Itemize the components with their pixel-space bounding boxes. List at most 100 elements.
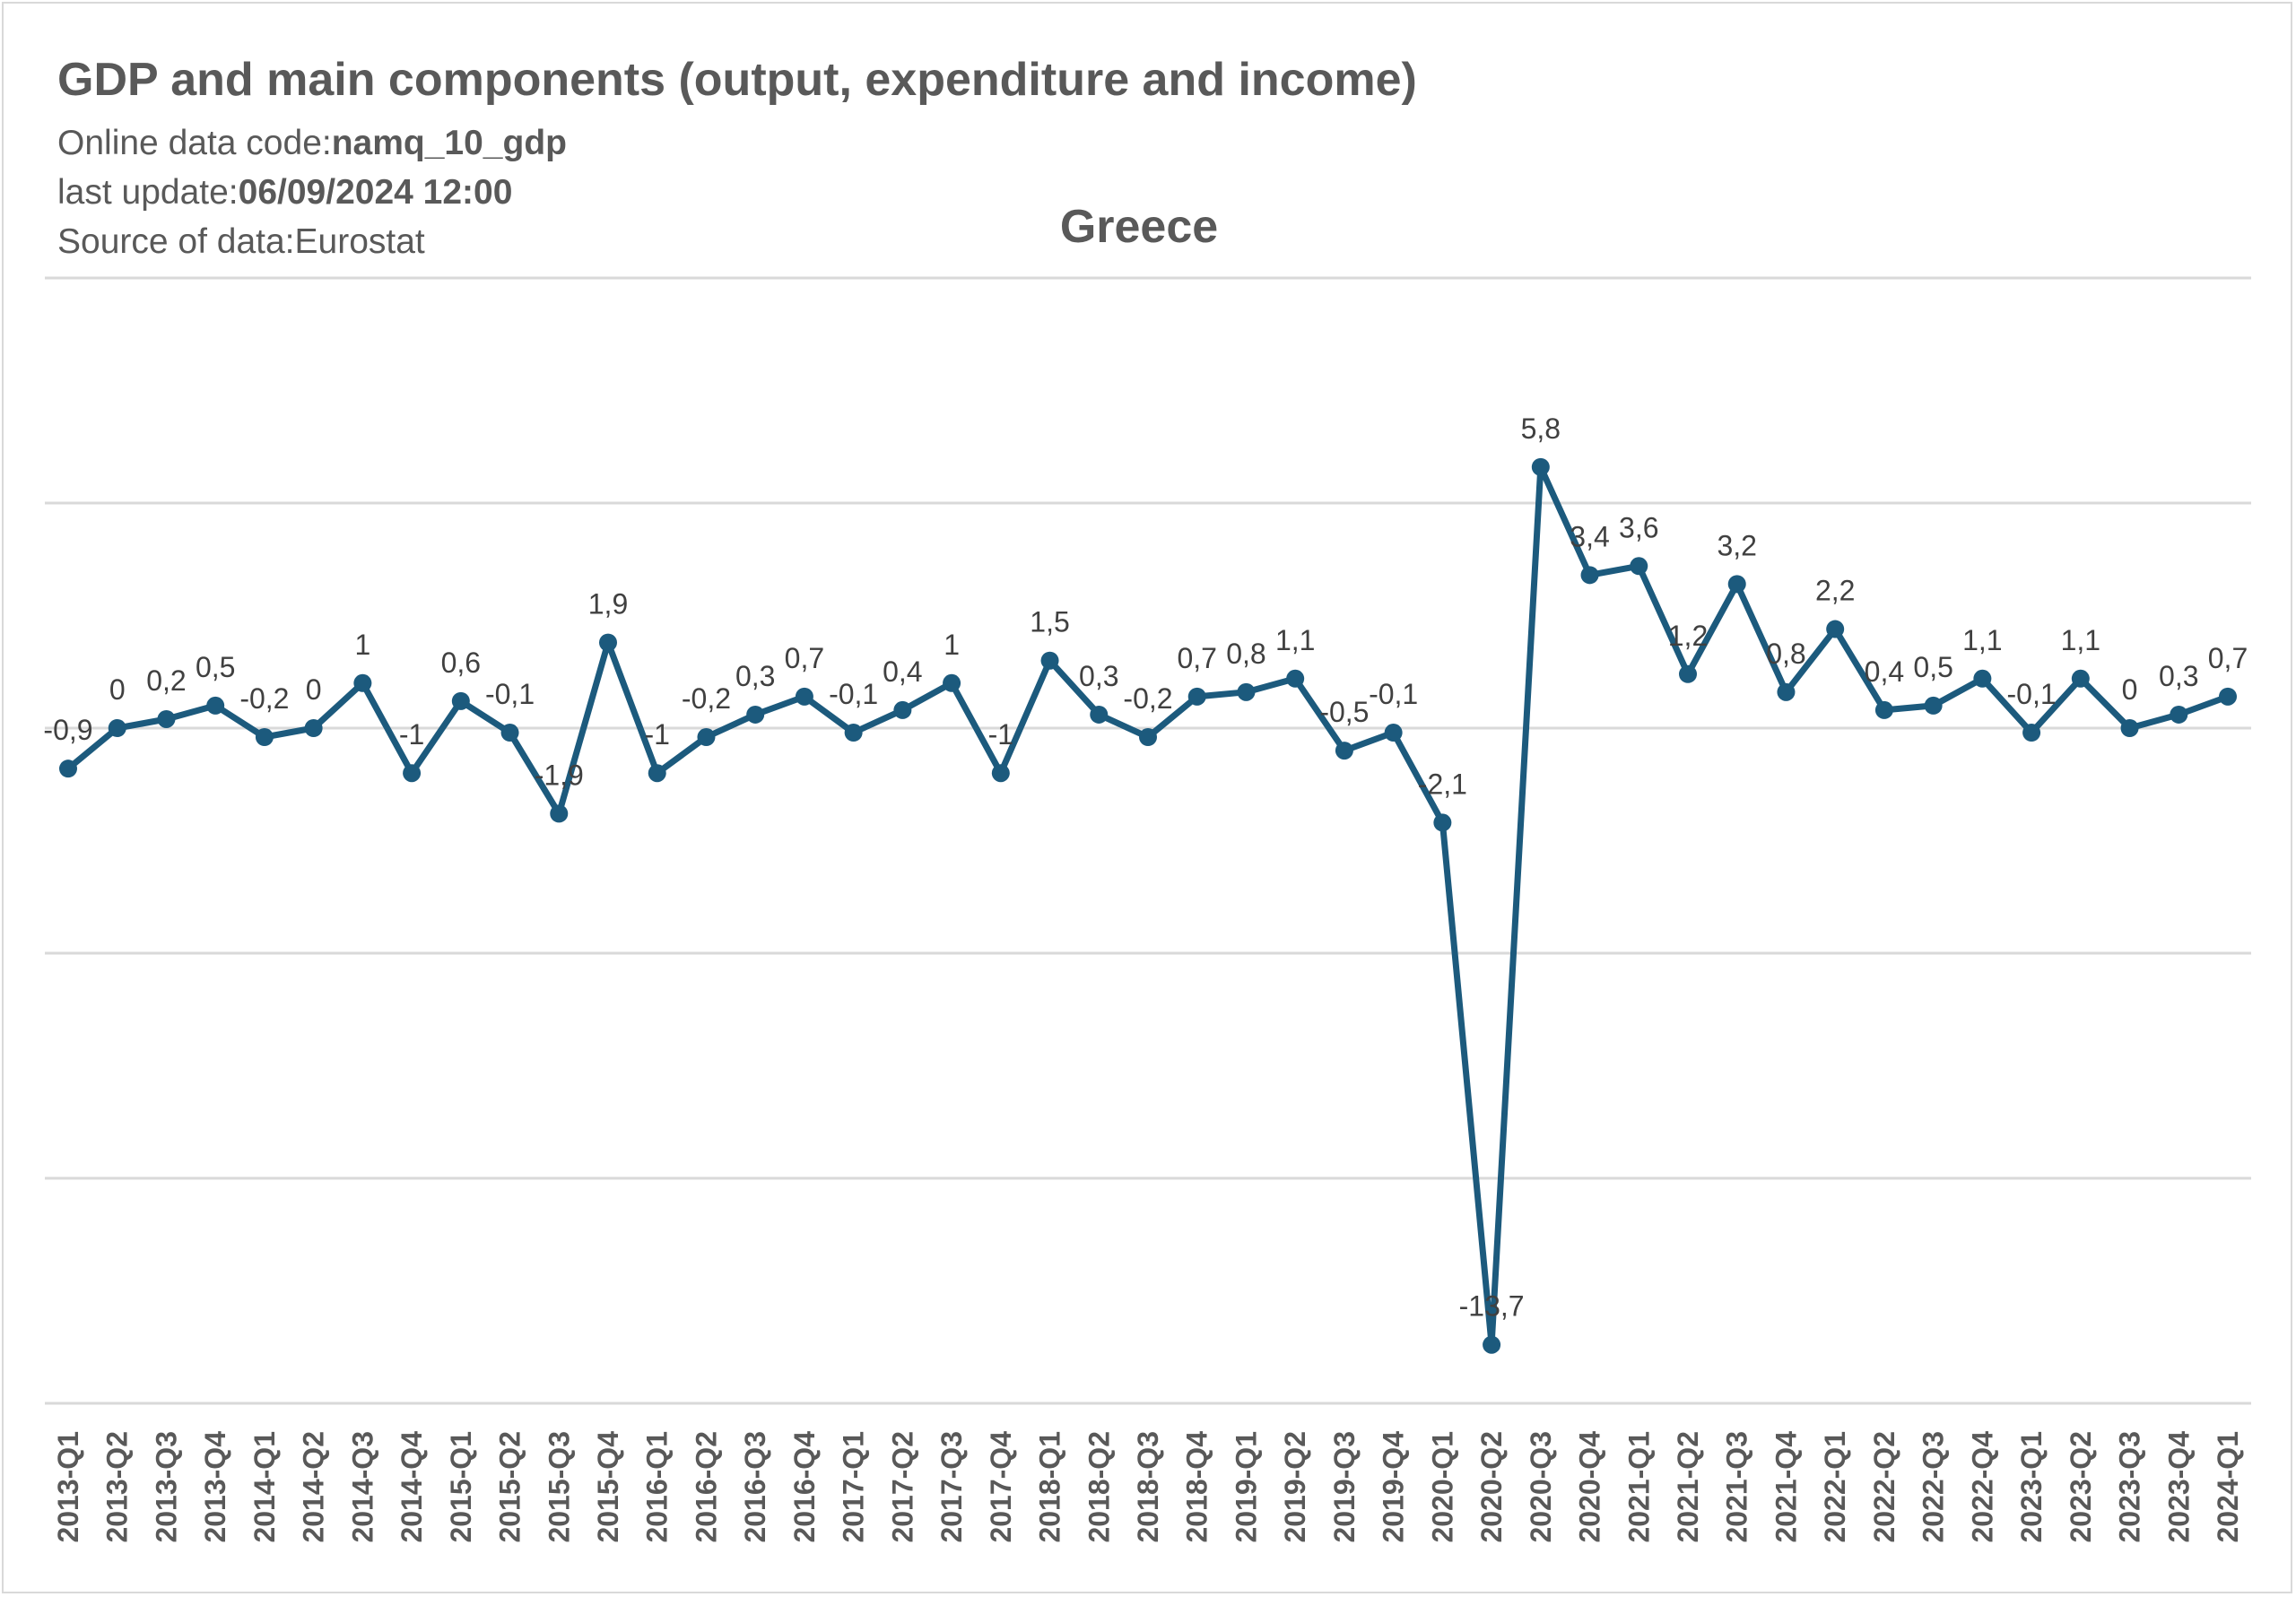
last-update-value: 06/09/2024 12:00 bbox=[238, 173, 513, 212]
data-point bbox=[1679, 664, 1697, 683]
x-tick-label: 2023-Q3 bbox=[2114, 1431, 2146, 1543]
data-point bbox=[1384, 724, 1403, 742]
x-tick-label: 2017-Q3 bbox=[935, 1431, 968, 1543]
x-tick-label: 2013-Q2 bbox=[101, 1431, 134, 1543]
data-code-value: namq_10_gdp bbox=[331, 124, 567, 162]
x-tick-label: 2023-Q2 bbox=[2065, 1431, 2097, 1543]
data-label: 1,1 bbox=[1275, 624, 1315, 656]
data-label: -0,5 bbox=[1319, 696, 1369, 728]
data-label: 1,1 bbox=[2061, 624, 2100, 656]
data-label: -0,1 bbox=[485, 678, 535, 710]
source-label: Source of data: bbox=[57, 222, 295, 261]
data-label: 0,5 bbox=[196, 651, 235, 683]
page-title: GDP and main components (output, expendi… bbox=[57, 54, 1417, 106]
data-label: 0,8 bbox=[1766, 638, 1805, 670]
data-point bbox=[1433, 813, 1452, 832]
data-label: 0,4 bbox=[1865, 655, 1904, 688]
x-tick-label: 2020-Q1 bbox=[1426, 1431, 1458, 1543]
x-tick-label: 2017-Q2 bbox=[886, 1431, 918, 1543]
x-tick-label: 2013-Q3 bbox=[150, 1431, 182, 1543]
data-point bbox=[1531, 457, 1550, 476]
data-label: 0 bbox=[109, 673, 126, 706]
data-label: 0,4 bbox=[883, 655, 922, 688]
x-tick-label: 2014-Q1 bbox=[248, 1431, 281, 1543]
data-label: 0,6 bbox=[441, 647, 481, 679]
x-tick-label: 2017-Q1 bbox=[838, 1431, 870, 1543]
x-tick-label: 2021-Q1 bbox=[1622, 1431, 1655, 1543]
x-tick-label: 2023-Q4 bbox=[2162, 1431, 2195, 1543]
data-point bbox=[1826, 620, 1845, 638]
data-point bbox=[1924, 696, 1943, 715]
x-tick-label: 2016-Q4 bbox=[788, 1431, 821, 1543]
x-tick-label: 2021-Q2 bbox=[1672, 1431, 1704, 1543]
x-tick-label: 2020-Q4 bbox=[1574, 1431, 1606, 1543]
data-point bbox=[403, 764, 422, 783]
data-point bbox=[108, 719, 126, 737]
data-label: -0,9 bbox=[43, 714, 92, 746]
x-tick-label: 2019-Q4 bbox=[1378, 1431, 1410, 1543]
data-point bbox=[304, 719, 323, 737]
data-label: 0,5 bbox=[1913, 651, 1952, 683]
data-point bbox=[991, 764, 1010, 783]
data-label: -13,7 bbox=[1459, 1290, 1525, 1323]
data-point bbox=[1630, 557, 1648, 576]
x-tick-label: 2019-Q3 bbox=[1328, 1431, 1361, 1543]
x-tick-label: 2022-Q4 bbox=[1966, 1431, 1998, 1543]
data-point bbox=[500, 724, 519, 742]
x-tick-label: 2015-Q1 bbox=[445, 1431, 477, 1543]
data-label: 0,3 bbox=[1079, 660, 1118, 692]
last-update-label: last update: bbox=[57, 173, 239, 212]
data-label: 2,2 bbox=[1815, 575, 1855, 607]
x-tick-label: 2014-Q3 bbox=[346, 1431, 378, 1543]
data-point bbox=[157, 709, 176, 728]
data-label: 0,7 bbox=[1177, 642, 1216, 674]
data-label: -1 bbox=[399, 718, 424, 751]
x-tick-label: 2022-Q2 bbox=[1868, 1431, 1900, 1543]
data-point bbox=[1973, 669, 1992, 688]
data-point bbox=[795, 687, 813, 706]
data-label: 0 bbox=[306, 673, 322, 706]
x-tick-label: 2022-Q1 bbox=[1819, 1431, 1851, 1543]
data-label: 1,5 bbox=[1030, 606, 1069, 638]
data-point bbox=[1237, 682, 1256, 701]
x-tick-label: 2015-Q4 bbox=[592, 1431, 624, 1543]
x-tick-label: 2015-Q2 bbox=[494, 1431, 526, 1543]
data-label: 0,3 bbox=[2159, 660, 2198, 692]
data-point bbox=[943, 673, 961, 692]
data-label: 1 bbox=[944, 629, 960, 661]
x-tick-label: 2013-Q1 bbox=[52, 1431, 84, 1543]
data-code-line: Online data code:namq_10_gdp bbox=[57, 118, 1417, 168]
x-tick-label: 2018-Q2 bbox=[1083, 1431, 1115, 1543]
data-point bbox=[697, 728, 716, 747]
data-label: 0,8 bbox=[1226, 638, 1265, 670]
data-point bbox=[59, 759, 77, 778]
data-point bbox=[1483, 1335, 1501, 1354]
data-point bbox=[353, 673, 372, 692]
x-tick-label: 2018-Q3 bbox=[1132, 1431, 1164, 1543]
data-label: -0,1 bbox=[829, 678, 878, 710]
data-label: -1 bbox=[645, 718, 670, 751]
data-point bbox=[1090, 705, 1109, 724]
data-point bbox=[1187, 687, 1206, 706]
data-point bbox=[2219, 687, 2237, 706]
x-tick-label: 2015-Q3 bbox=[543, 1431, 575, 1543]
data-point bbox=[1777, 682, 1796, 701]
last-update-line: last update:06/09/2024 12:00 bbox=[57, 168, 1417, 217]
data-point bbox=[550, 804, 569, 823]
data-label: 1,1 bbox=[1962, 624, 2002, 656]
data-label: 1 bbox=[354, 629, 370, 661]
data-label: -0,2 bbox=[239, 682, 289, 715]
data-label: -1 bbox=[988, 718, 1013, 751]
x-tick-label: 2024-Q1 bbox=[2212, 1431, 2244, 1543]
source-line: Source of data:Eurostat bbox=[57, 217, 1417, 266]
x-tick-label: 2016-Q2 bbox=[690, 1431, 722, 1543]
x-tick-label: 2014-Q2 bbox=[298, 1431, 330, 1543]
x-tick-label: 2022-Q3 bbox=[1918, 1431, 1950, 1543]
x-tick-label: 2020-Q3 bbox=[1525, 1431, 1557, 1543]
data-point bbox=[746, 705, 765, 724]
data-label: 0,7 bbox=[2208, 642, 2248, 674]
x-tick-label: 2019-Q1 bbox=[1230, 1431, 1262, 1543]
data-code-label: Online data code: bbox=[57, 124, 332, 162]
